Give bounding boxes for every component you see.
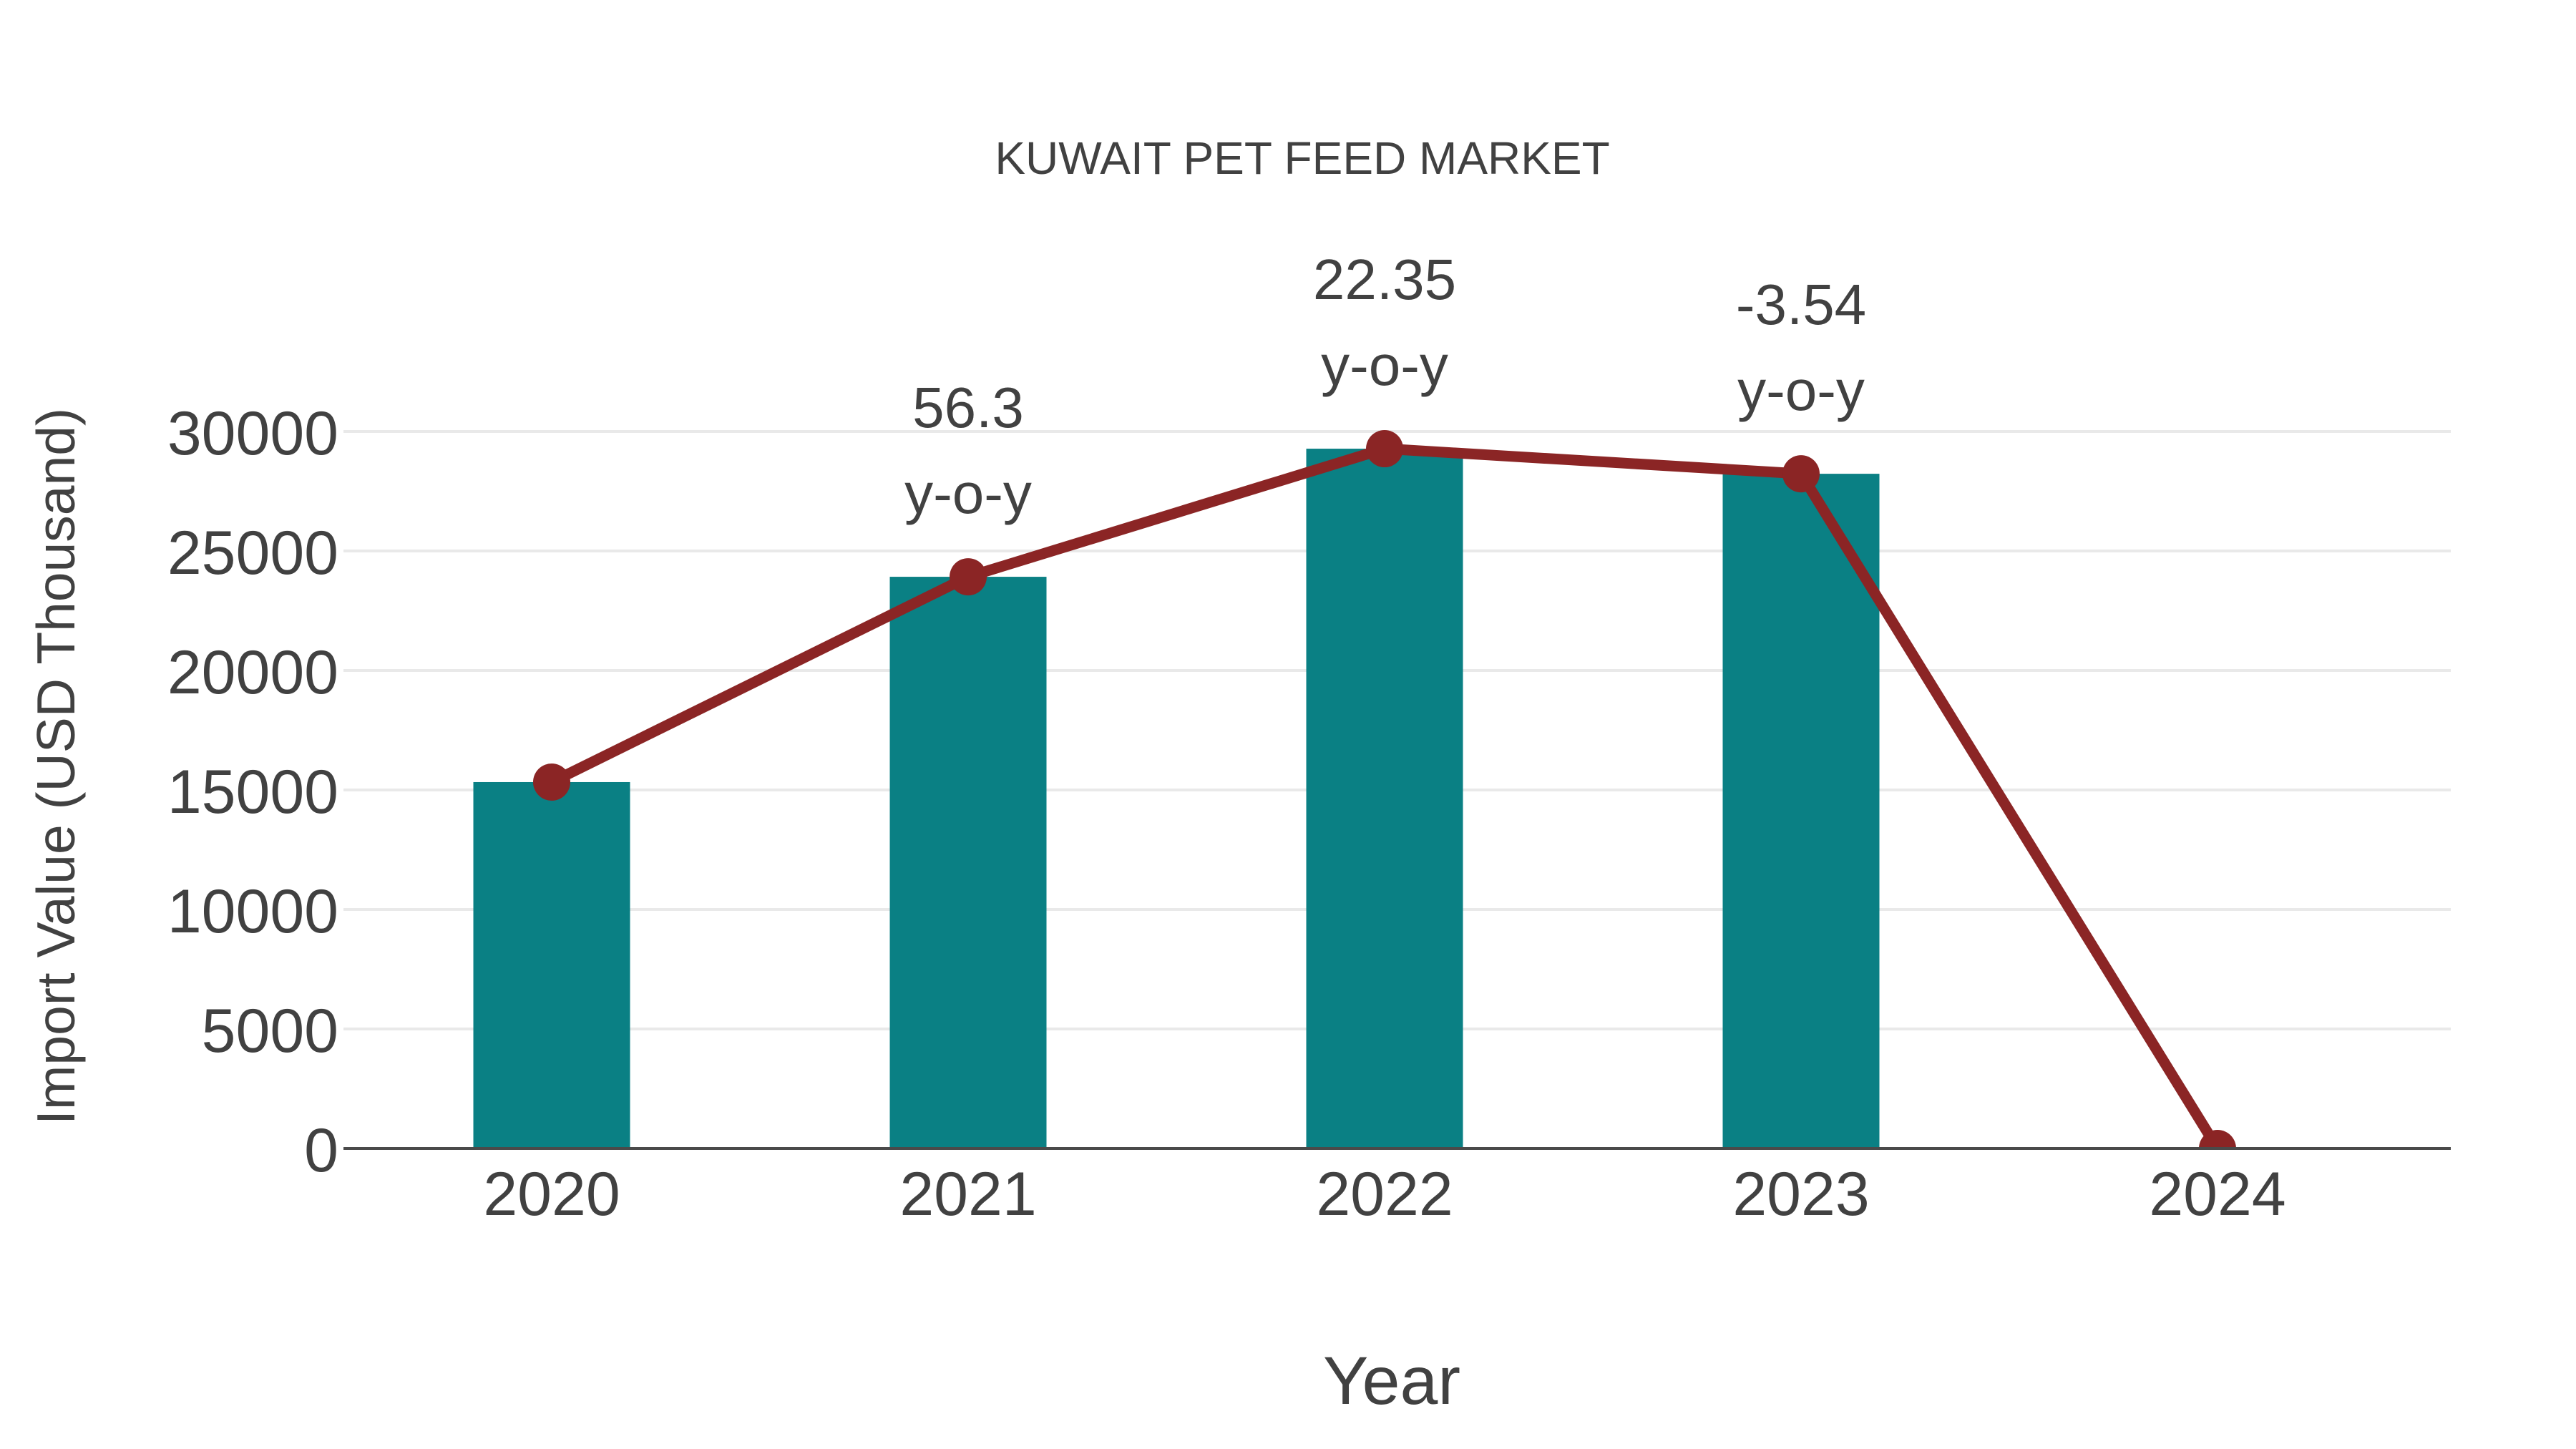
marker-2020	[533, 763, 570, 801]
x-tick-2021: 2021	[899, 1160, 1036, 1229]
y-tick-5000: 5000	[202, 997, 338, 1065]
x-tick-2024: 2024	[2149, 1160, 2285, 1229]
y-tick-20000: 20000	[167, 638, 338, 707]
trend-line-group	[533, 430, 2236, 1150]
marker-2022	[1366, 430, 1403, 468]
bar-2023	[1722, 474, 1880, 1148]
bar-2020	[473, 781, 630, 1148]
annotation-2021-unit: y-o-y	[904, 462, 1032, 525]
bar-2022	[1306, 449, 1463, 1148]
x-tick-2020: 2020	[483, 1160, 620, 1229]
annotation-2022-unit: y-o-y	[1321, 333, 1448, 397]
x-axis-title: Year	[1323, 1343, 1460, 1419]
y-tick-30000: 30000	[167, 399, 338, 468]
x-tick-2023: 2023	[1732, 1160, 1869, 1229]
chart-title: KUWAIT PET FEED MARKET	[995, 132, 1610, 184]
annotation-2023-unit: y-o-y	[1737, 358, 1865, 422]
y-tick-0: 0	[304, 1116, 338, 1185]
y-tick-25000: 25000	[167, 519, 338, 587]
marker-2021	[950, 558, 987, 596]
y-tick-10000: 10000	[167, 877, 338, 946]
y-axis-title: Import Value (USD Thousand)	[26, 408, 86, 1125]
marker-2023	[1782, 455, 1820, 493]
annotation-2022-value: 22.35	[1313, 248, 1456, 311]
annotation-2023-value: -3.54	[1736, 273, 1866, 336]
y-tick-15000: 15000	[167, 758, 338, 826]
marker-2024	[2199, 1130, 2236, 1150]
bar-2021	[889, 577, 1047, 1148]
annotation-2021-value: 56.3	[912, 376, 1024, 439]
x-tick-2022: 2022	[1316, 1160, 1453, 1229]
